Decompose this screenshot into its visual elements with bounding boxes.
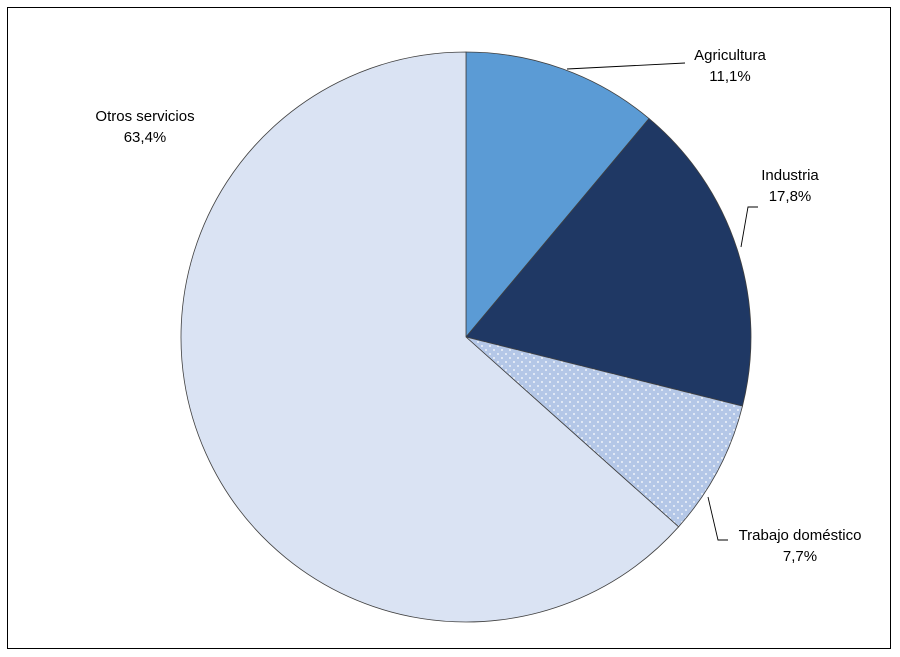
slice-name-label-trabajo-domestico: Trabajo doméstico xyxy=(739,527,862,544)
slice-value-label-otros-servicios: 63,4% xyxy=(124,129,167,146)
leader-line-trabajo-domestico xyxy=(707,496,728,541)
slice-name-label-industria: Industria xyxy=(761,167,819,184)
slice-value-label-trabajo-domestico: 7,7% xyxy=(783,548,817,565)
leader-line-agricultura xyxy=(566,62,686,70)
slice-value-label-industria: 17,8% xyxy=(769,188,812,205)
leader-line-industria xyxy=(740,206,758,248)
pie-slice-agricultura xyxy=(465,51,650,339)
pie-slice-industria xyxy=(465,117,752,407)
pie-slice-trabajo-domestico xyxy=(465,336,743,528)
pie-slice-otros-servicios xyxy=(180,51,680,623)
slice-name-label-otros-servicios: Otros servicios xyxy=(95,108,194,125)
slice-name-label-agricultura: Agricultura xyxy=(694,47,766,64)
slice-value-label-agricultura: 11,1% xyxy=(709,68,750,85)
